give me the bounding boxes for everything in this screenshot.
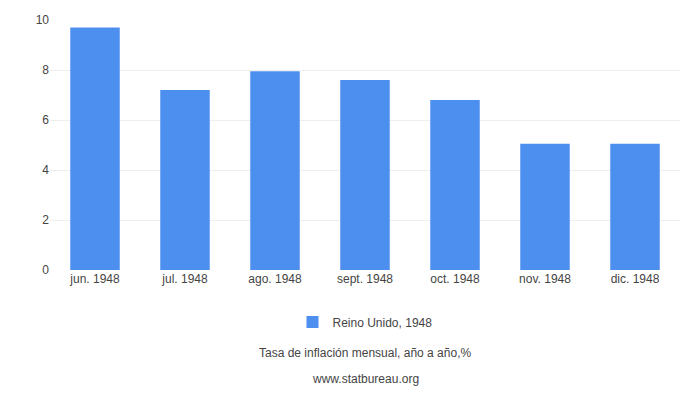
svg-text:8: 8 <box>42 63 49 77</box>
svg-text:Tasa de inflación mensual, año: Tasa de inflación mensual, año a año,% <box>259 346 471 360</box>
svg-text:10: 10 <box>36 13 50 27</box>
svg-text:2: 2 <box>42 213 49 227</box>
svg-text:ago. 1948: ago. 1948 <box>248 272 302 286</box>
svg-text:4: 4 <box>42 163 49 177</box>
svg-text:sept. 1948: sept. 1948 <box>337 272 393 286</box>
svg-text:dic. 1948: dic. 1948 <box>611 272 660 286</box>
svg-text:oct. 1948: oct. 1948 <box>430 272 480 286</box>
svg-text:Reino Unido, 1948: Reino Unido, 1948 <box>333 316 433 330</box>
svg-text:www.statbureau.org: www.statbureau.org <box>312 372 419 386</box>
svg-text:jul. 1948: jul. 1948 <box>161 272 208 286</box>
svg-text:6: 6 <box>42 113 49 127</box>
svg-text:0: 0 <box>42 263 49 277</box>
svg-text:jun. 1948: jun. 1948 <box>69 272 120 286</box>
svg-text:nov. 1948: nov. 1948 <box>519 272 571 286</box>
